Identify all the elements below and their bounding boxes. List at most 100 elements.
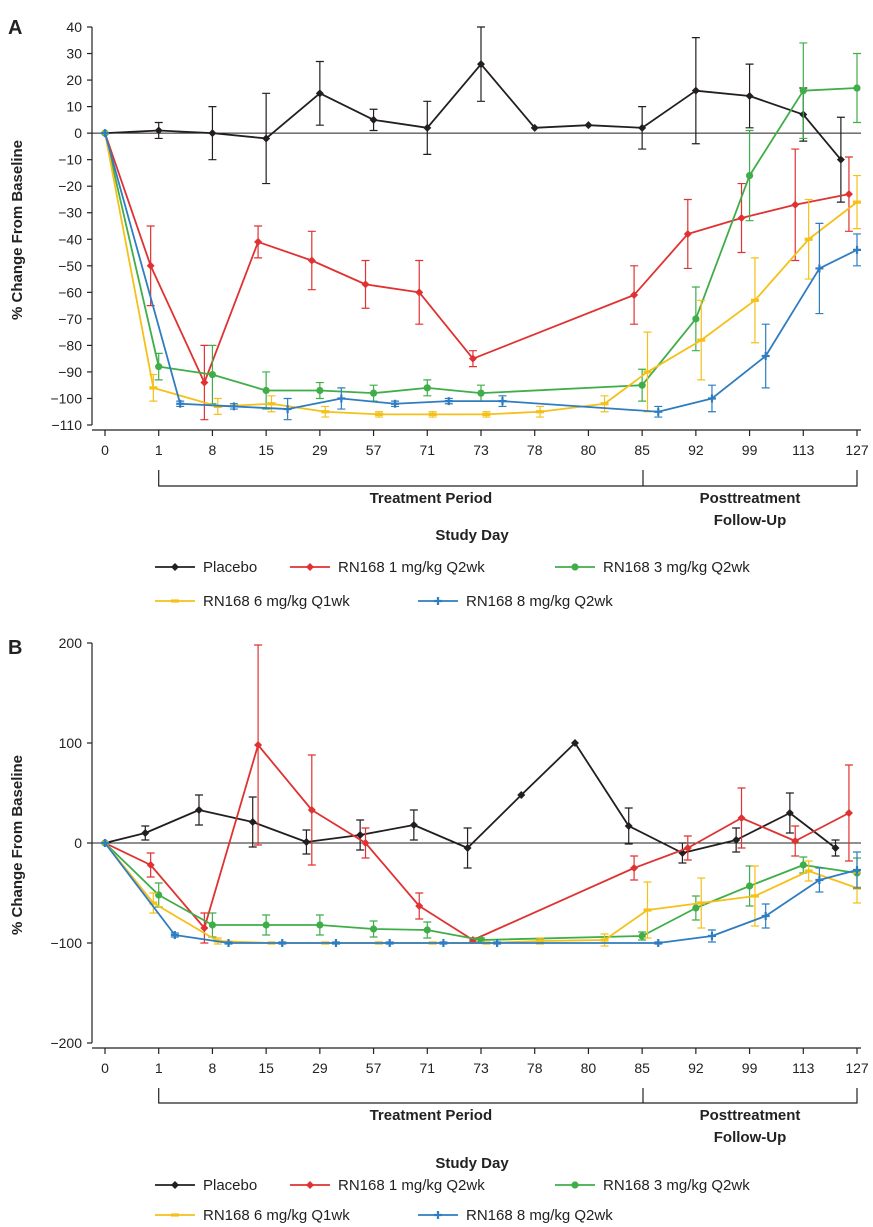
data-point bbox=[536, 410, 544, 413]
data-point bbox=[225, 939, 233, 947]
data-point bbox=[249, 818, 257, 826]
data-point bbox=[439, 939, 447, 947]
legend-item: RN168 1 mg/kg Q2wk bbox=[290, 559, 485, 576]
data-point bbox=[601, 938, 609, 941]
data-point bbox=[209, 371, 216, 378]
series-line bbox=[105, 743, 836, 853]
x-tick-label: 8 bbox=[209, 1060, 217, 1076]
legend-label: Placebo bbox=[203, 559, 257, 576]
legend-marker bbox=[171, 1213, 179, 1216]
x-axis-label-b: Study Day bbox=[435, 1155, 509, 1172]
data-point bbox=[155, 363, 162, 370]
period-bracket bbox=[159, 1088, 857, 1103]
series-line bbox=[105, 133, 849, 382]
data-point bbox=[584, 121, 592, 129]
data-point bbox=[337, 394, 345, 402]
data-point bbox=[654, 939, 662, 947]
data-point bbox=[853, 246, 861, 254]
posttreatment-period-label: Follow-Up bbox=[714, 512, 786, 529]
data-point bbox=[278, 939, 286, 947]
legend-item: RN168 6 mg/kg Q1wk bbox=[155, 593, 350, 610]
x-tick-label: 8 bbox=[209, 442, 217, 458]
y-tick-label: −20 bbox=[58, 178, 82, 194]
data-point bbox=[302, 838, 310, 846]
data-point bbox=[654, 408, 662, 416]
x-tick-label: 73 bbox=[473, 1060, 489, 1076]
y-tick-label: 30 bbox=[66, 46, 82, 62]
data-point bbox=[845, 809, 853, 817]
y-tick-label: −30 bbox=[58, 205, 82, 221]
data-point bbox=[375, 413, 383, 416]
data-point bbox=[853, 84, 860, 91]
y-tick-label: 200 bbox=[59, 635, 83, 651]
x-tick-label: 1 bbox=[155, 442, 163, 458]
data-point bbox=[697, 901, 705, 904]
data-point bbox=[263, 387, 270, 394]
posttreatment-period-label: Posttreatment bbox=[700, 490, 801, 507]
legend-label: RN168 6 mg/kg Q1wk bbox=[203, 1207, 350, 1224]
series-line bbox=[105, 843, 857, 940]
x-tick-label: 29 bbox=[312, 442, 328, 458]
legend-item: Placebo bbox=[155, 559, 257, 576]
panel-a: A % Change From Baseline Study Day 40 30 2… bbox=[8, 17, 869, 610]
x-tick-label: 127 bbox=[845, 1060, 869, 1076]
legend-marker bbox=[171, 1181, 179, 1189]
x-tick-label: 71 bbox=[419, 442, 435, 458]
data-point bbox=[362, 280, 370, 288]
legend-marker bbox=[306, 1181, 314, 1189]
data-point bbox=[853, 201, 861, 204]
data-point bbox=[800, 861, 807, 868]
legend-label: RN168 3 mg/kg Q2wk bbox=[603, 1177, 750, 1194]
y-tick-label: −200 bbox=[50, 1035, 82, 1051]
y-tick-label: −90 bbox=[58, 364, 82, 380]
data-point bbox=[692, 315, 699, 322]
data-point bbox=[697, 338, 705, 341]
legend-marker bbox=[171, 563, 179, 571]
x-tick-label: 127 bbox=[845, 442, 869, 458]
legend-marker bbox=[571, 1181, 578, 1188]
legend-label: RN168 8 mg/kg Q2wk bbox=[466, 1207, 613, 1224]
legend-a: Placebo RN168 1 mg/kg Q2wk RN168 3 mg/kg Q… bbox=[155, 559, 750, 610]
data-point bbox=[805, 238, 813, 241]
data-point bbox=[738, 814, 746, 822]
data-point bbox=[370, 390, 377, 397]
x-tick-label: 73 bbox=[473, 442, 489, 458]
data-point bbox=[141, 829, 149, 837]
treatment-period-label: Treatment Period bbox=[370, 490, 493, 507]
data-point bbox=[738, 214, 746, 222]
data-point bbox=[101, 129, 109, 137]
y-tick-label: 10 bbox=[66, 99, 82, 115]
x-tick-label: 0 bbox=[101, 1060, 109, 1076]
data-point bbox=[370, 925, 377, 932]
data-point bbox=[321, 410, 329, 413]
panel-b: B % Change From Baseline Study Day 20010… bbox=[8, 635, 869, 1224]
legend-label: RN168 8 mg/kg Q2wk bbox=[466, 593, 613, 610]
data-point bbox=[429, 413, 437, 416]
series-line bbox=[105, 64, 841, 160]
data-point bbox=[316, 387, 323, 394]
series-1 bbox=[101, 27, 845, 202]
legend-item: Placebo bbox=[155, 1177, 257, 1194]
legend-label: RN168 3 mg/kg Q2wk bbox=[603, 559, 750, 576]
data-point bbox=[424, 384, 431, 391]
data-point bbox=[147, 262, 155, 270]
legend-item: RN168 3 mg/kg Q2wk bbox=[555, 559, 750, 576]
y-tick-label: −50 bbox=[58, 258, 82, 274]
data-point bbox=[845, 190, 853, 198]
x-tick-label: 29 bbox=[312, 1060, 328, 1076]
x-tick-label: 92 bbox=[688, 1060, 704, 1076]
data-point bbox=[316, 921, 323, 928]
data-point bbox=[332, 939, 340, 947]
legend-marker bbox=[306, 563, 314, 571]
data-point bbox=[751, 894, 759, 897]
x-tick-label: 0 bbox=[101, 442, 109, 458]
y-tick-label: −10 bbox=[58, 152, 82, 168]
x-tick-label: 85 bbox=[634, 1060, 650, 1076]
legend-item: RN168 8 mg/kg Q2wk bbox=[418, 1207, 613, 1224]
data-point bbox=[268, 402, 276, 405]
y-axis-label-a: % Change From Baseline bbox=[9, 140, 26, 320]
data-point bbox=[791, 201, 799, 209]
series-1 bbox=[101, 739, 840, 868]
x-tick-label: 1 bbox=[155, 1060, 163, 1076]
